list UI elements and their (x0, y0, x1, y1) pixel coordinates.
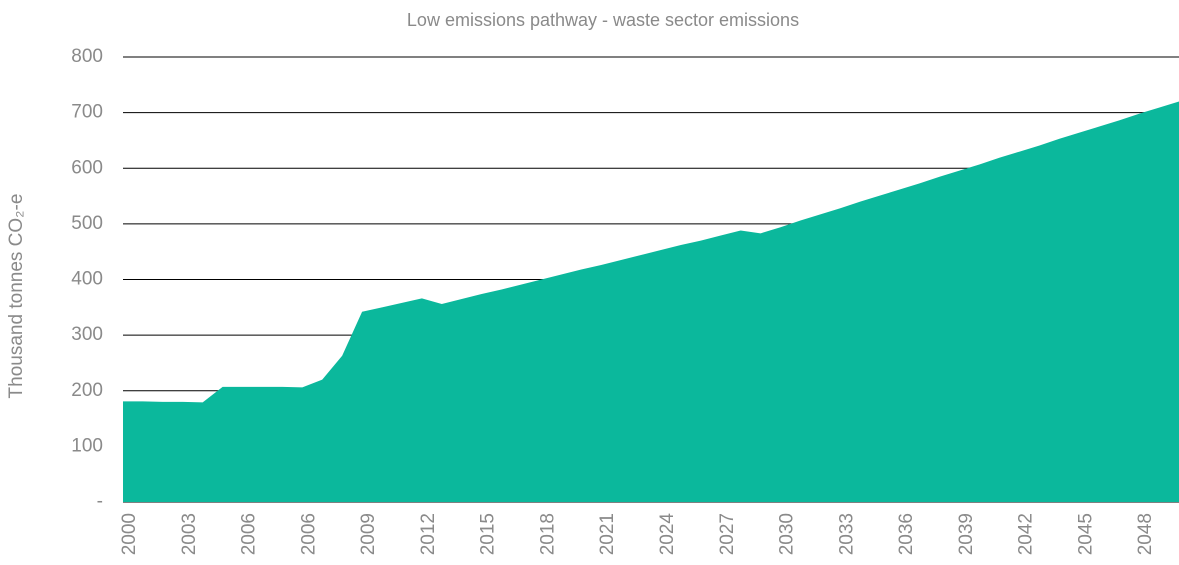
chart-title: Low emissions pathway - waste sector emi… (407, 10, 799, 30)
area (123, 101, 1179, 502)
y-tick-label: 200 (71, 380, 103, 401)
x-tick-label: 2006 (298, 513, 319, 555)
x-tick-label: 2045 (1075, 513, 1096, 555)
y-tick-label: 300 (71, 324, 103, 345)
x-tick-label: 2015 (478, 513, 499, 555)
x-tick-label: 2042 (1016, 513, 1037, 555)
x-tick-label: 2006 (239, 513, 260, 555)
y-tick-label: - (97, 491, 103, 512)
x-tick-label: 2048 (1135, 513, 1156, 555)
y-tick-label: 100 (71, 435, 103, 456)
x-tick-label: 2009 (358, 513, 379, 555)
x-tick-label: 2030 (777, 513, 798, 555)
x-tick-label: 2012 (418, 513, 439, 555)
y-tick-label: 600 (71, 157, 103, 178)
y-tick-label: 500 (71, 213, 103, 234)
x-tick-label: 2027 (717, 513, 738, 555)
x-tick-label: 2036 (896, 513, 917, 555)
y-tick-label: 400 (71, 269, 103, 290)
x-tick-label: 2033 (836, 513, 857, 555)
y-tick-label: 800 (71, 46, 103, 67)
x-tick-label: 2000 (119, 513, 140, 555)
y-axis-label: Thousand tonnes CO₂-e (6, 194, 27, 399)
x-tick-label: 2018 (537, 513, 558, 555)
x-tick-label: 2024 (657, 513, 678, 556)
x-tick-label: 2021 (597, 513, 618, 555)
y-tick-label: 700 (71, 102, 103, 123)
x-tick-label: 2003 (179, 513, 200, 555)
x-tick-label: 2039 (956, 513, 977, 555)
